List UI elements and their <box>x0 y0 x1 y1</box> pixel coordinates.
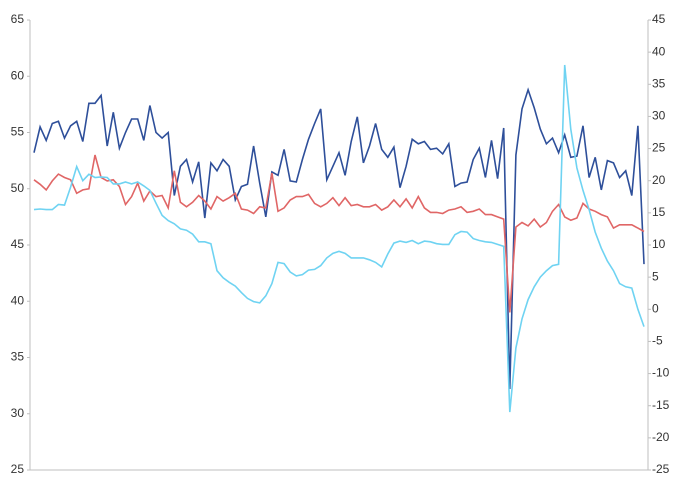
y-tick-label: 55 <box>11 125 25 139</box>
series-line <box>33 64 645 413</box>
y2-tick-label: -10 <box>652 366 670 380</box>
y-tick-label: 40 <box>11 293 25 307</box>
y2-tick-label: 15 <box>652 205 666 219</box>
y2-tick-label: 30 <box>652 109 666 123</box>
y-tick-label: 35 <box>11 350 25 364</box>
y2-tick-label: 35 <box>652 76 666 90</box>
y2-tick-label: 25 <box>652 141 666 155</box>
y2-tick-label: -25 <box>652 462 670 476</box>
y-tick-label: 45 <box>11 237 25 251</box>
y2-tick-label: -15 <box>652 398 670 412</box>
y2-tick-label: 5 <box>652 269 659 283</box>
y2-tick-label: -5 <box>652 334 663 348</box>
y-tick-label: 60 <box>11 68 25 82</box>
y2-tick-label: 0 <box>652 301 659 315</box>
y-tick-label: 50 <box>11 181 25 195</box>
y2-tick-label: 45 <box>652 12 666 26</box>
y2-tick-label: 40 <box>652 44 666 58</box>
series-line <box>33 154 645 313</box>
y-tick-label: 30 <box>11 406 25 420</box>
y2-tick-label: -20 <box>652 430 670 444</box>
y-tick-label: 25 <box>11 462 25 476</box>
y2-tick-label: 20 <box>652 173 666 187</box>
y-tick-label: 65 <box>11 12 25 26</box>
series-line <box>33 87 645 390</box>
y2-tick-label: 10 <box>652 237 666 251</box>
